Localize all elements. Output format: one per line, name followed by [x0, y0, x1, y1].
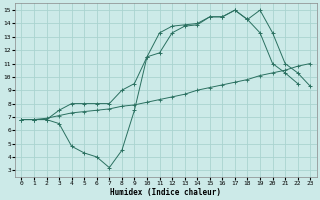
X-axis label: Humidex (Indice chaleur): Humidex (Indice chaleur) — [110, 188, 221, 197]
